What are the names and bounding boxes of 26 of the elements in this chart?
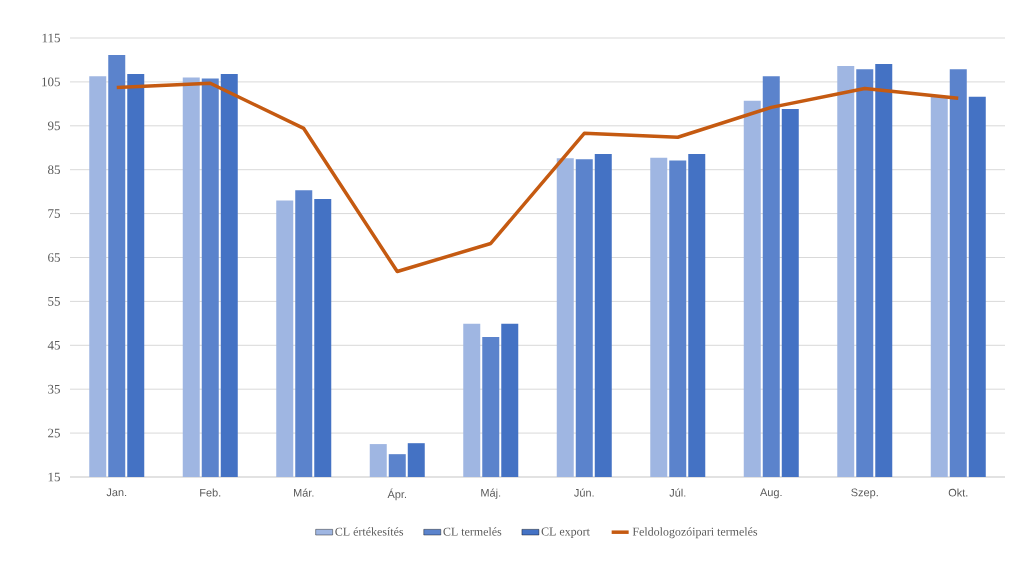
y-tick-label: 105 [42, 77, 60, 87]
y-tick-label: 95 [47, 121, 60, 131]
legend-label: CL termelés [443, 527, 502, 536]
y-tick-label: 115 [42, 33, 60, 43]
x-tick-label: Már. [294, 488, 314, 497]
y-tick-label: 65 [48, 253, 60, 262]
y-tick-label: 15 [48, 472, 60, 482]
x-tick-label: Jún. [574, 488, 594, 497]
y-tick-label: 55 [48, 297, 60, 306]
legend-label: CL export [541, 527, 590, 538]
x-tick-label: Máj. [481, 488, 501, 499]
y-tick-label: 85 [48, 165, 60, 175]
y-tick-label: 25 [48, 428, 60, 438]
y-tick-label: 75 [48, 209, 60, 218]
x-tick-label: Jan. [106, 488, 127, 497]
y-tick-label: 35 [48, 384, 60, 394]
y-tick-label: 45 [47, 340, 60, 350]
x-tick-label: Júl. [669, 488, 686, 497]
line-series [115, 81, 961, 274]
legend-label: CL értékesítés [335, 527, 404, 536]
legend-label: Feldologozóipari termelés [632, 527, 758, 539]
x-tick-label: Okt. [948, 488, 968, 497]
x-tick-label: Szep. [851, 488, 878, 499]
x-tick-label: Aug. [760, 488, 782, 499]
x-tick-label: Feb. [200, 488, 221, 497]
x-tick-label: Ápr. [387, 488, 406, 501]
